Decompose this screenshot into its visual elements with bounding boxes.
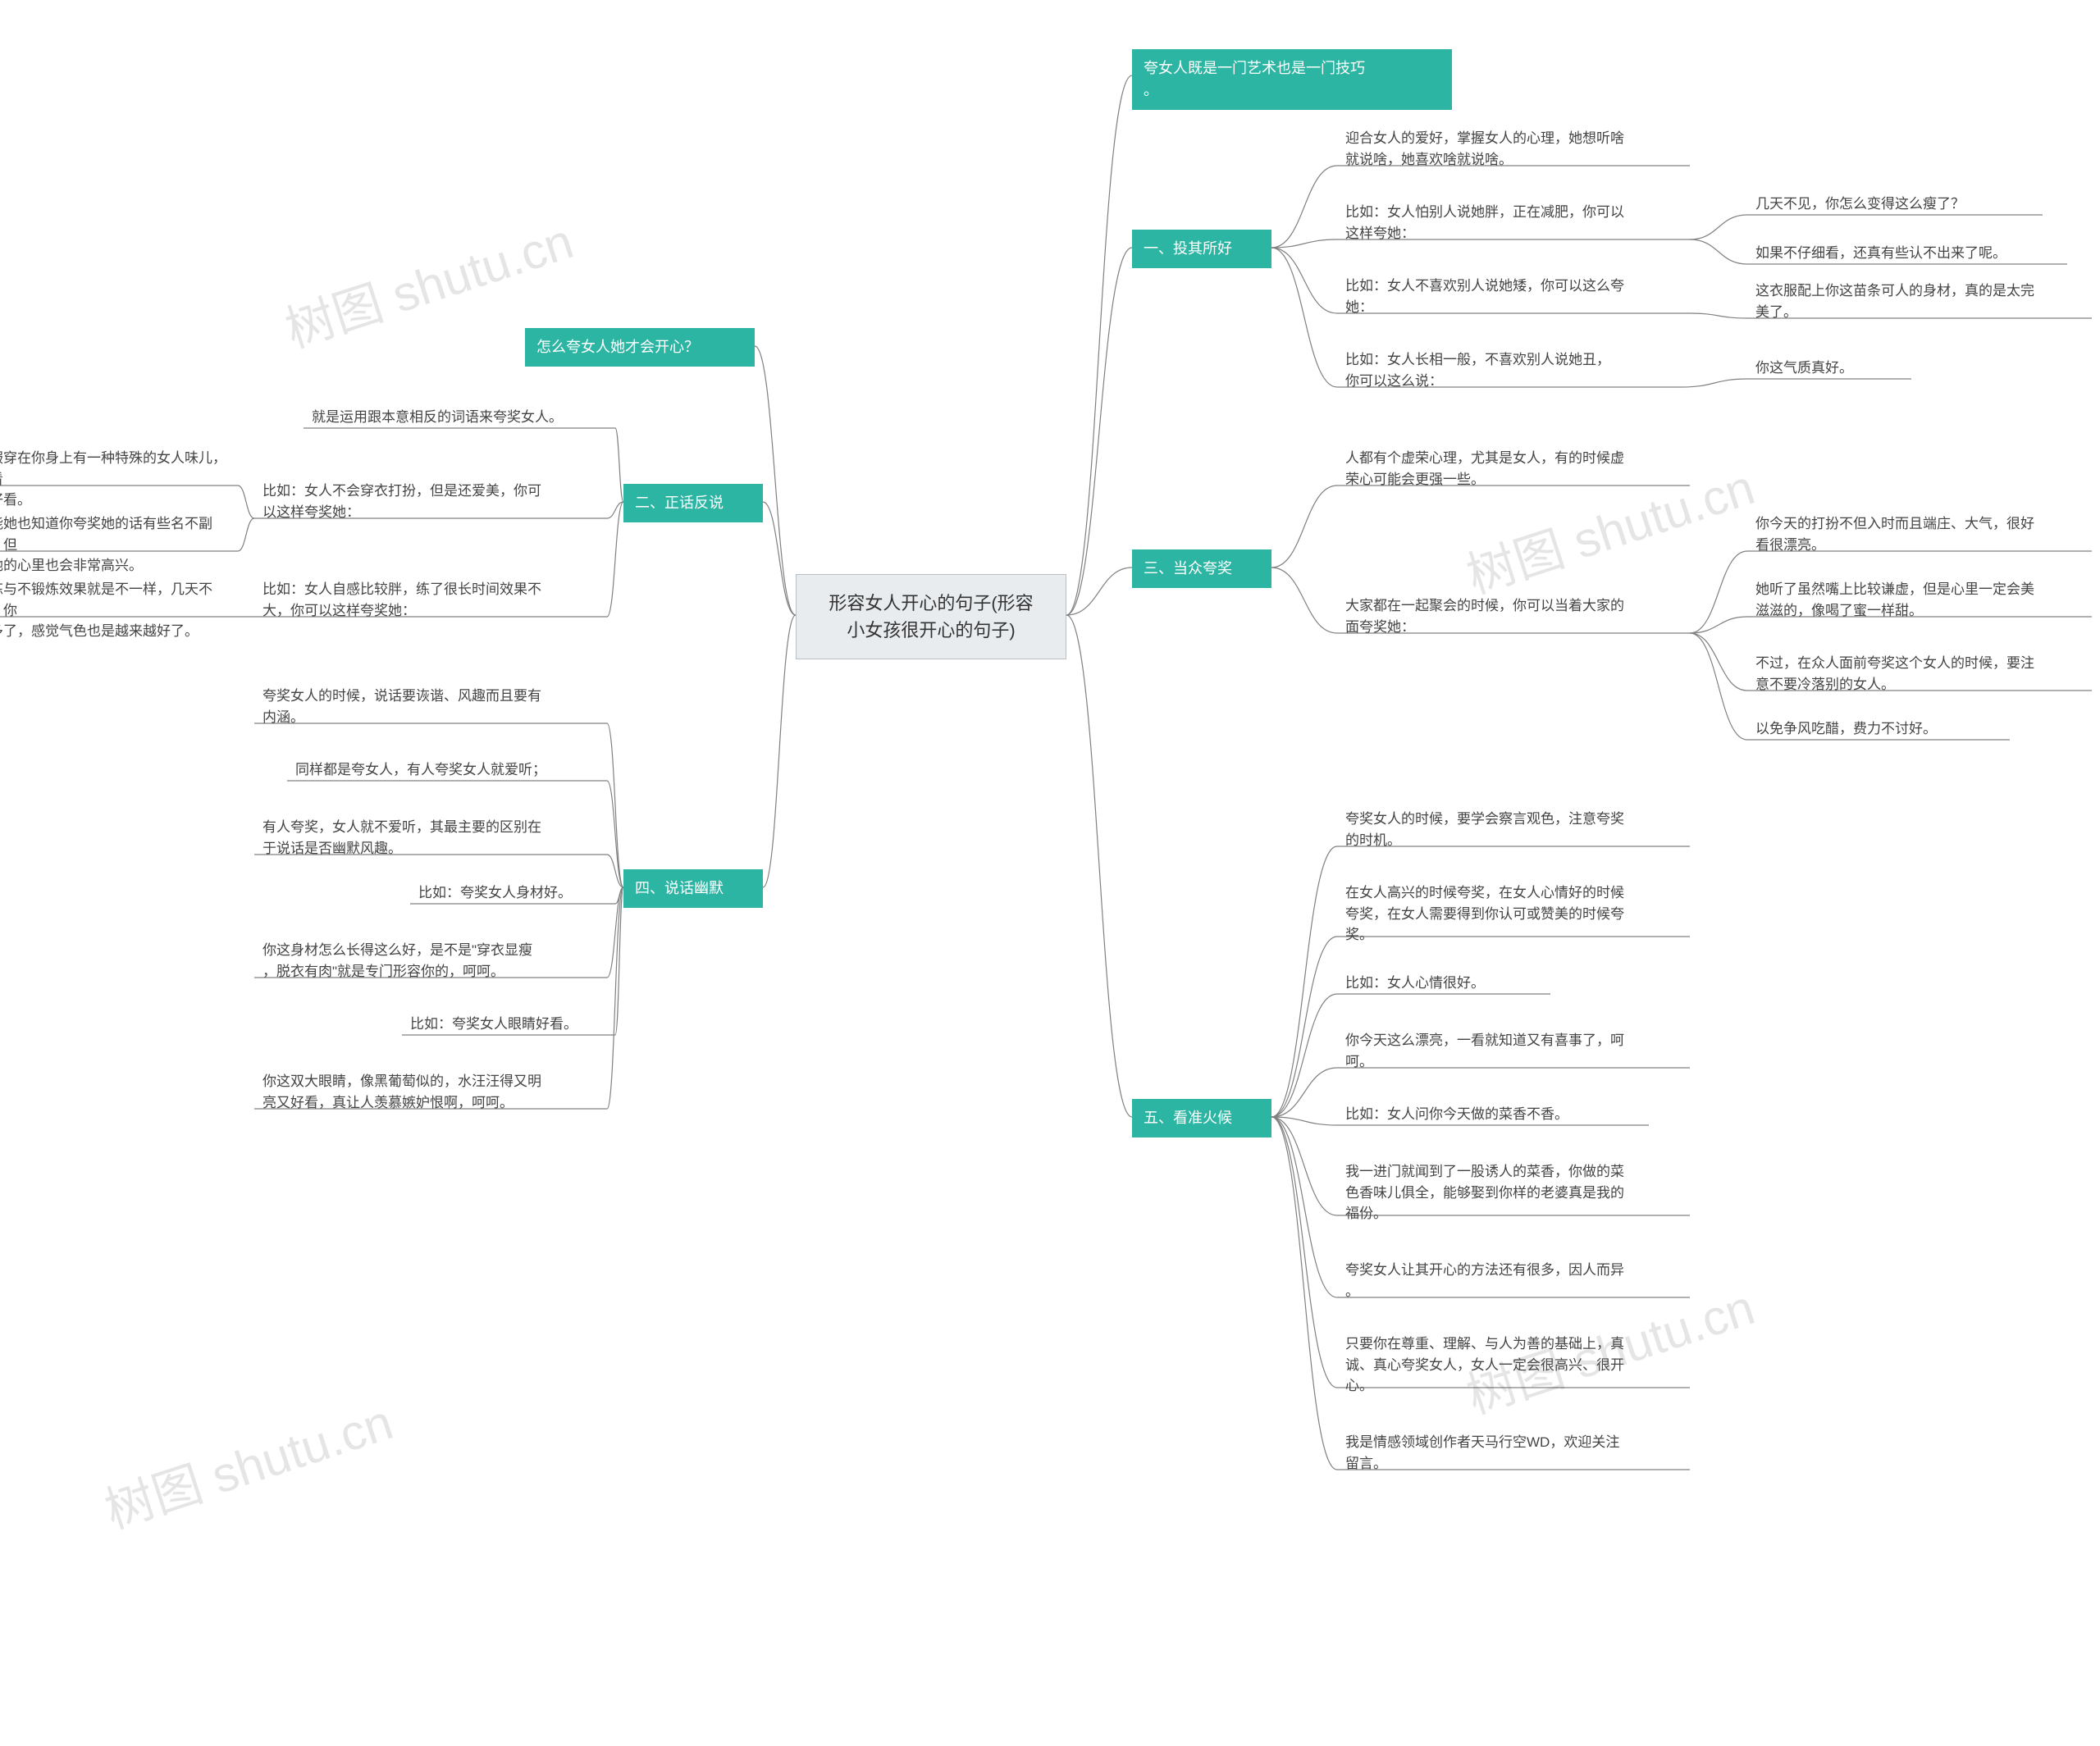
leaf-node[interactable]: 比如：女人不喜欢别人说她矮，你可以这么夸 她： xyxy=(1337,271,1690,322)
leaf-node[interactable]: 迎合女人的爱好，掌握女人的心理，她想听啥 就说啥，她喜欢啥就说啥。 xyxy=(1337,123,1690,175)
leaf-node[interactable]: 你今天的打扮不但入时而且端庄、大气，很好 看很漂亮。 xyxy=(1747,508,2092,560)
watermark: 树图 shutu.cn xyxy=(94,1383,400,1543)
leaf-node[interactable]: 比如：夸奖女人身材好。 xyxy=(410,878,615,909)
leaf-node[interactable]: 比如：夸奖女人眼睛好看。 xyxy=(402,1009,615,1040)
leaf-node[interactable]: 同样都是夸女人，有人夸奖女人就爱听； xyxy=(287,754,607,786)
leaf-node[interactable]: 在女人高兴的时候夸奖，在女人心情好的时候 夸奖，在女人需要得到你认可或赞美的时候… xyxy=(1337,878,1690,950)
leaf-node[interactable]: 你这气质真好。 xyxy=(1747,353,1911,384)
leaf-node[interactable]: 衣服穿在你身上有一种特殊的女人味儿，越看 越好看。 xyxy=(0,443,238,516)
branch-node[interactable]: 四、说话幽默 xyxy=(623,869,763,908)
leaf-node[interactable]: 你这身材怎么长得这么好，是不是"穿衣显瘦 ，脱衣有肉"就是专门形容你的，呵呵。 xyxy=(254,935,607,987)
leaf-node[interactable]: 夸奖女人的时候，说话要诙谐、风趣而且要有 内涵。 xyxy=(254,681,607,732)
leaf-node[interactable]: 我是情感领域创作者天马行空WD，欢迎关注 留言。 xyxy=(1337,1427,1690,1479)
branch-node[interactable]: 一、投其所好 xyxy=(1132,230,1271,268)
leaf-node[interactable]: 有人夸奖，女人就不爱听，其最主要的区别在 于说话是否幽默风趣。 xyxy=(254,812,607,864)
leaf-node[interactable]: 就是运用跟本意相反的词语来夸奖女人。 xyxy=(304,402,615,433)
leaf-node[interactable]: 如果不仔细看，还真有些认不出来了呢。 xyxy=(1747,238,2067,269)
leaf-node[interactable]: 只要你在尊重、理解、与人为善的基础上，真 诚、真心夸奖女人，女人一定会很高兴、很… xyxy=(1337,1329,1690,1402)
leaf-node[interactable]: 夸奖女人让其开心的方法还有很多，因人而异 。 xyxy=(1337,1255,1690,1306)
branch-node[interactable]: 三、当众夸奖 xyxy=(1132,549,1271,588)
leaf-node[interactable]: 我一进门就闻到了一股诱人的菜香，你做的菜 色香味儿俱全，能够娶到你样的老婆真是我… xyxy=(1337,1156,1690,1229)
branch-node[interactable]: 二、正话反说 xyxy=(623,484,763,522)
branch-node[interactable]: 夸女人既是一门艺术也是一门技巧 。 xyxy=(1132,49,1452,110)
leaf-node[interactable]: 人都有个虚荣心理，尤其是女人，有的时候虚 荣心可能会更强一些。 xyxy=(1337,443,1690,495)
leaf-node[interactable]: 比如：女人心情很好。 xyxy=(1337,968,1550,999)
leaf-node[interactable]: 夸奖女人的时候，要学会察言观色，注意夸奖 的时机。 xyxy=(1337,804,1690,855)
leaf-node[interactable]: 比如：女人问你今天做的菜香不香。 xyxy=(1337,1099,1649,1130)
leaf-node[interactable]: 可能她也知道你夸奖她的话有些名不副实，但 是她的心里也会非常高兴。 xyxy=(0,508,238,581)
leaf-node[interactable]: 你这双大眼睛，像黑葡萄似的，水汪汪得又明 亮又好看，真让人羡慕嫉妒恨啊，呵呵。 xyxy=(254,1066,607,1118)
leaf-node[interactable]: 以免争风吃醋，费力不讨好。 xyxy=(1747,713,2010,745)
leaf-node[interactable]: 这衣服配上你这苗条可人的身材，真的是太完 美了。 xyxy=(1747,276,2092,327)
branch-node[interactable]: 怎么夸女人她才会开心？ xyxy=(525,328,755,367)
leaf-node[interactable]: 她听了虽然嘴上比较谦虚，但是心里一定会美 滋滋的，像喝了蜜一样甜。 xyxy=(1747,574,2092,626)
leaf-node[interactable]: 比如：女人不会穿衣打扮，但是还爱美，你可 以这样夸奖她： xyxy=(254,476,607,527)
leaf-node[interactable]: 比如：女人怕别人说她胖，正在减肥，你可以 这样夸她： xyxy=(1337,197,1690,248)
leaf-node[interactable]: 比如：女人长相一般，不喜欢别人说她丑， 你可以这么说： xyxy=(1337,344,1682,396)
leaf-node[interactable]: 你今天这么漂亮，一看就知道又有喜事了，呵 呵。 xyxy=(1337,1025,1690,1077)
root-node[interactable]: 形容女人开心的句子(形容 小女孩很开心的句子) xyxy=(796,574,1066,659)
branch-node[interactable]: 五、看准火候 xyxy=(1132,1099,1271,1137)
leaf-node[interactable]: 几天不见，你怎么变得这么瘦了？ xyxy=(1747,189,2043,220)
leaf-node[interactable]: 锻炼与不锻炼效果就是不一样，几天不见，你 瘦多了，感觉气色也是越来越好了。 xyxy=(0,574,238,647)
leaf-node[interactable]: 大家都在一起聚会的时候，你可以当着大家的 面夸奖她： xyxy=(1337,590,1690,642)
leaf-node[interactable]: 不过，在众人面前夸奖这个女人的时候，要注 意不要冷落别的女人。 xyxy=(1747,648,2092,700)
leaf-node[interactable]: 比如：女人自感比较胖，练了很长时间效果不 大，你可以这样夸奖她： xyxy=(254,574,607,626)
